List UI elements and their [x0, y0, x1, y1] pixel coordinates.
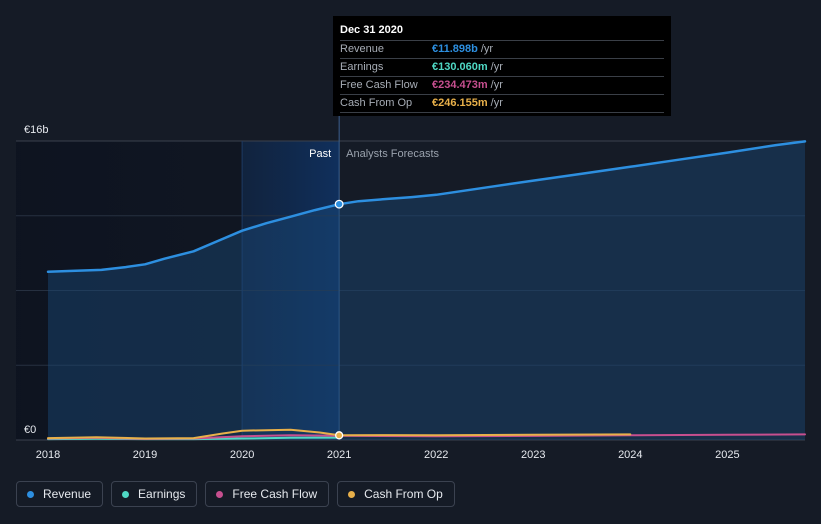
y-axis-bottom-label: €0 — [24, 424, 36, 436]
legend-dot-icon — [122, 490, 130, 498]
legend-item-earnings[interactable]: Earnings — [111, 481, 198, 507]
x-tick-label: 2023 — [521, 449, 545, 461]
tooltip-row-name: Revenue — [340, 43, 385, 55]
x-tick-label: 2019 — [133, 449, 157, 461]
tooltip-row-value: €11.898b — [432, 43, 478, 55]
tooltip-row-unit: /yr — [490, 97, 503, 109]
legend-label: Revenue — [43, 487, 92, 501]
legend-label: Cash From Op — [364, 487, 443, 501]
x-tick-label: 2018 — [36, 449, 60, 461]
forecast-label: Analysts Forecasts — [346, 148, 439, 160]
legend-item-free-cash-flow[interactable]: Free Cash Flow — [205, 481, 330, 507]
tooltip-row-revenue: Revenue €11.898b /yr — [340, 41, 664, 59]
tooltip: Dec 31 2020 Revenue €11.898b /yr Earning… — [333, 16, 671, 116]
x-tick-label: 2022 — [424, 449, 448, 461]
legend-dot-icon — [27, 490, 34, 498]
tooltip-row-value: €234.473m — [432, 79, 488, 91]
legend-item-revenue[interactable]: Revenue — [16, 481, 104, 507]
cash-from-op-line — [47, 428, 632, 440]
x-tick-label: 2021 — [327, 449, 351, 461]
x-tick-label: 2020 — [230, 449, 254, 461]
legend-dot-icon — [348, 490, 356, 498]
tooltip-row-free-cash-flow: Free Cash Flow €234.473m /yr — [340, 77, 664, 95]
revenue-marker — [334, 199, 344, 209]
y-axis-top-label: €16b — [24, 124, 48, 136]
legend-label: Earnings — [138, 487, 186, 501]
tooltip-date: Dec 31 2020 — [340, 22, 664, 41]
tooltip-row-name: Cash From Op — [340, 97, 413, 109]
tooltip-row-name: Earnings — [340, 61, 384, 73]
tooltip-row-earnings: Earnings €130.060m /yr — [340, 59, 664, 77]
tooltip-row-value: €246.155m — [432, 97, 488, 109]
tooltip-row-name: Free Cash Flow — [340, 79, 418, 91]
tooltip-row-cash-from-op: Cash From Op €246.155m /yr — [340, 95, 664, 113]
legend-item-cash-from-op[interactable]: Cash From Op — [337, 481, 455, 507]
tooltip-row-unit: /yr — [490, 61, 503, 73]
legend-label: Free Cash Flow — [232, 487, 318, 501]
tooltip-row-unit: /yr — [490, 79, 503, 91]
legend-dot-icon — [216, 490, 224, 498]
tooltip-row-value: €130.060m — [432, 61, 488, 73]
x-tick-label: 2024 — [618, 449, 642, 461]
x-tick-label: 2025 — [715, 449, 739, 461]
tooltip-row-unit: /yr — [480, 43, 494, 55]
cash-from-op-marker — [335, 431, 344, 440]
legend: Revenue Earnings Free Cash Flow Cash Fro… — [16, 481, 455, 507]
revenue-area — [48, 141, 805, 440]
past-label: Past — [309, 148, 331, 160]
